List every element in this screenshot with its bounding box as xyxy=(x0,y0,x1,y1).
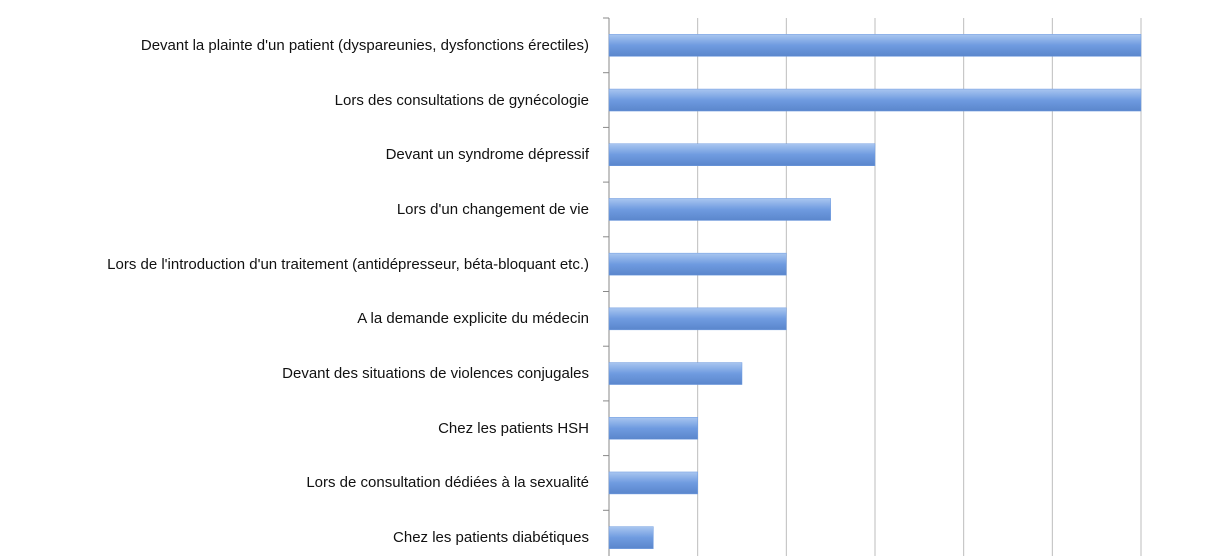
y-tick-label: Chez les patients HSH xyxy=(438,419,589,437)
y-tick-label: Lors de consultation dédiées à la sexual… xyxy=(306,474,589,492)
bar xyxy=(608,307,787,331)
y-tick-label: Lors d'un changement de vie xyxy=(396,200,589,218)
bar xyxy=(608,143,876,166)
y-tick-label: Chez les patients diabétiques xyxy=(393,529,589,547)
bar xyxy=(608,471,698,495)
bar xyxy=(608,198,831,221)
y-tick-label: Devant des situations de violences conju… xyxy=(282,365,589,383)
y-tick-label: Devant la plainte d'un patient (dyspareu… xyxy=(140,36,589,54)
bar xyxy=(608,526,654,549)
y-tick-label: Lors de l'introduction d'un traitement (… xyxy=(107,255,589,273)
y-tick-label: A la demande explicite du médecin xyxy=(357,310,589,328)
bar xyxy=(608,88,1142,112)
y-tick-label: Lors des consultations de gynécologie xyxy=(334,91,589,109)
y-tick-label: Devant un syndrome dépressif xyxy=(385,146,589,164)
bar xyxy=(608,362,743,385)
bar xyxy=(608,252,787,276)
bar xyxy=(608,34,1142,57)
bar xyxy=(608,417,698,440)
